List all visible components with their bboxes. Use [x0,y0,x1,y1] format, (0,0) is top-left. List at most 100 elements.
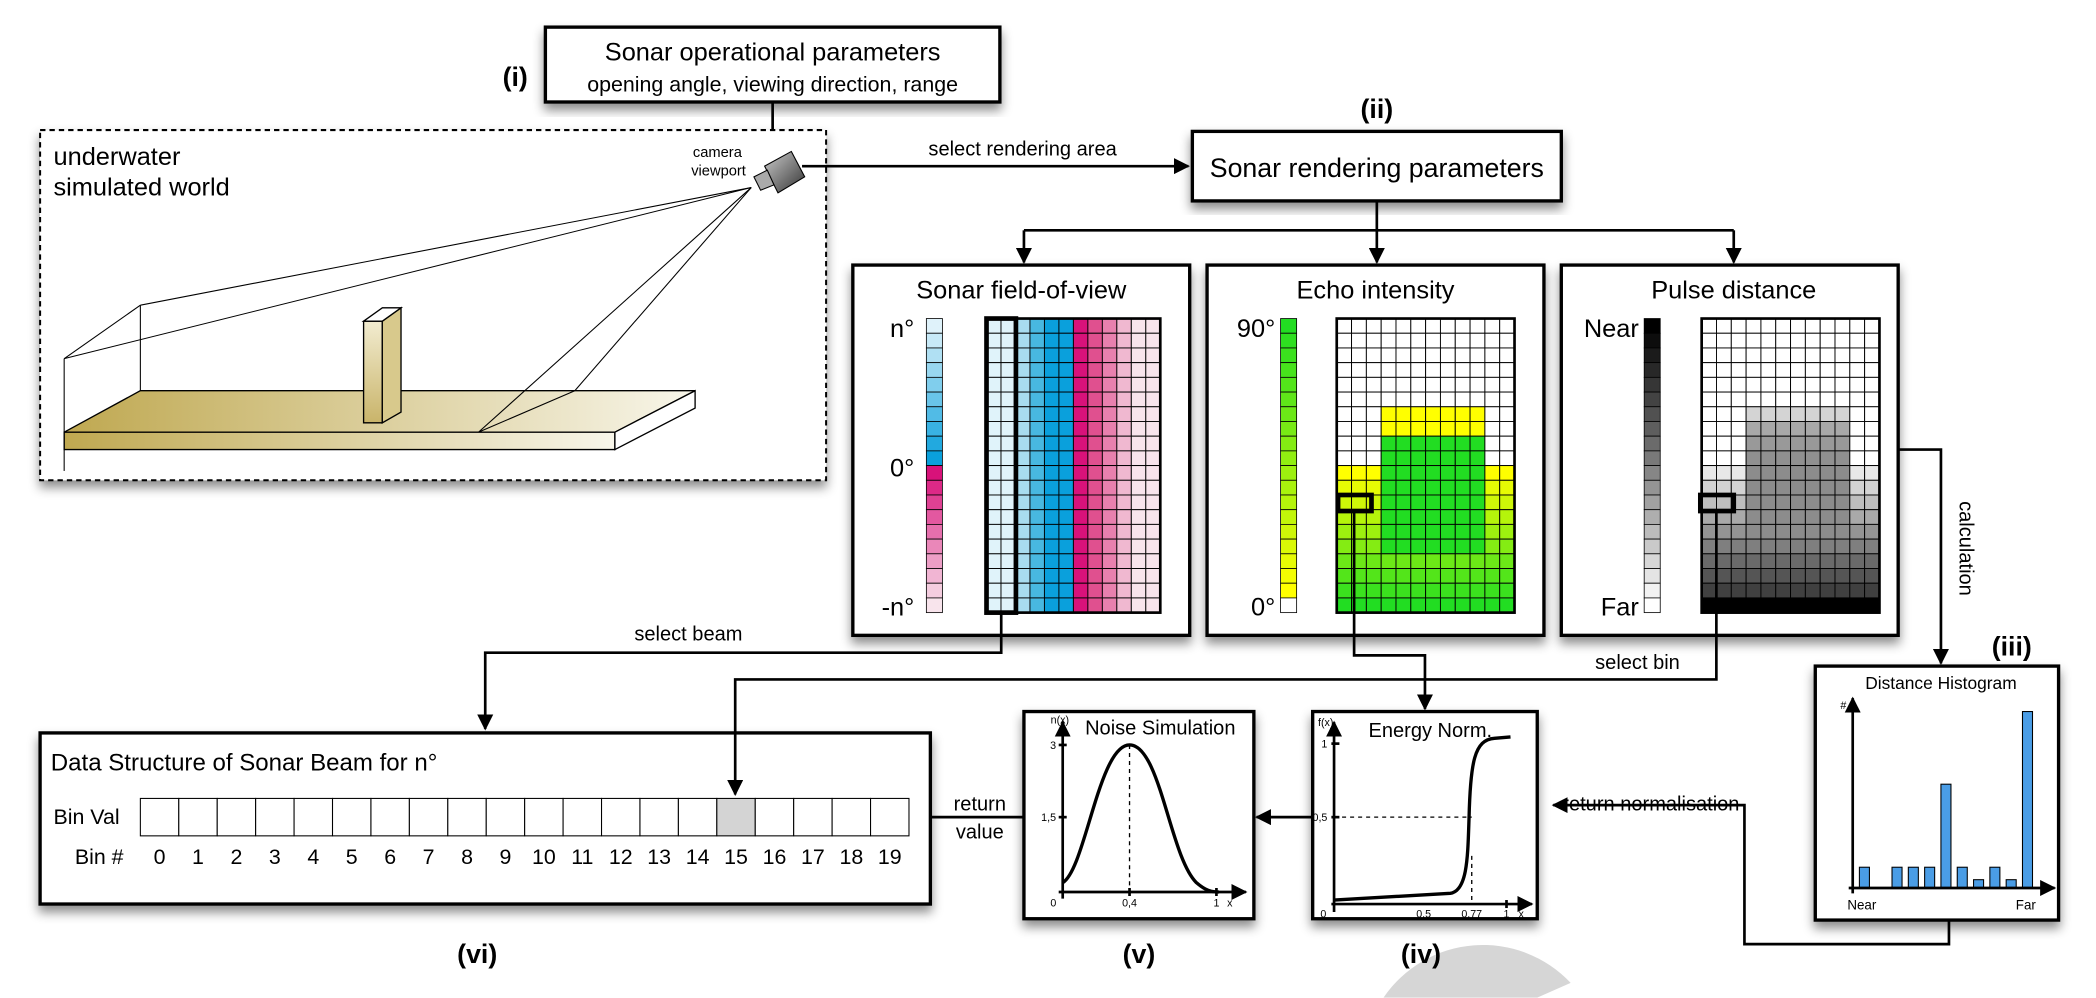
grid-cell [1864,421,1880,437]
rendering-title: Sonar rendering parameters [1210,153,1544,183]
bin-number: 12 [609,845,633,869]
grid-cell [1351,376,1367,393]
grid-cell [1072,376,1089,393]
histogram-bar [1907,866,1919,889]
grid-cell [1760,362,1777,378]
arrow-select-beam [477,612,1003,731]
grid-cell [1864,479,1880,496]
grid-cell [1864,597,1880,614]
grid-cell [1365,376,1382,393]
grid-cell [1716,523,1732,540]
grid-cell [1410,568,1427,584]
grid-cell [1365,450,1382,467]
grid-cell [1425,391,1441,408]
grid-cell [1145,332,1161,349]
bin-number: 19 [878,845,902,869]
noise-title: Noise Simulation [1085,717,1235,739]
grid-cell [1058,568,1074,584]
grid-cell [1043,553,1060,569]
grid-cell [1351,406,1367,422]
grid-cell [1116,479,1132,496]
grid-cell [1380,450,1397,467]
grid-cell [1499,538,1515,555]
noise-xtick-1: 1 [1213,898,1219,910]
grid-cell [1072,347,1089,364]
grid-cell [1130,421,1147,437]
grid-cell [1072,391,1089,408]
grid-cell [1058,523,1074,540]
grid-cell [1454,362,1471,378]
grid-cell [1029,553,1045,569]
grid-cell [1484,318,1501,334]
grid-cell [1804,376,1821,393]
step-label-iii: (iii) [1992,631,2032,661]
grid-cell [1469,391,1486,408]
colorbar-cell [1280,347,1298,364]
grid-cell [1701,597,1717,614]
grid-cell [1730,376,1747,393]
grid-cell [1849,362,1866,378]
colorbar-cell [1643,376,1661,393]
grid-cell [1058,376,1074,393]
grid-cell [1760,553,1777,569]
grid-cell [1380,597,1397,614]
grid-cell [1395,421,1412,437]
noise-gaussian-curve [1061,743,1220,894]
grid-cell [1469,421,1486,437]
grid-cell [1730,362,1747,378]
grid-cell [1101,465,1118,481]
grid-cell [1395,509,1412,525]
grid-cell [1849,568,1866,584]
colorbar-cell [925,450,943,466]
grid-cell [1058,597,1074,614]
grid-cell [1439,538,1456,555]
grid-cell [1087,362,1103,378]
grid-cell [1000,523,1016,540]
grid-cell [1775,421,1792,437]
grid-cell [1454,538,1471,555]
grid-cell [1425,347,1441,364]
colorbar-cell [925,538,943,555]
grid-cell [1484,391,1501,408]
grid-cell [1425,450,1441,467]
bin-number: 10 [532,845,556,869]
grid-cell [1834,494,1851,511]
colorbar-cell [1643,509,1661,525]
grid-cell [1395,494,1412,511]
grid-cell [1819,582,1836,599]
grid-cell [1101,597,1118,614]
grid-cell [1790,465,1806,481]
grid-cell [1804,523,1821,540]
grid-cell [1439,318,1456,334]
grid-cell [1145,347,1161,364]
grid-cell [1116,582,1132,599]
grid-cell [1116,494,1132,511]
grid-cell [1834,538,1851,555]
grid-cell [1043,523,1060,540]
grid-cell [1760,523,1777,540]
grid-cell [1849,582,1866,599]
grid-cell [1834,435,1851,452]
grid-cell [1072,406,1089,422]
bin-cell [216,797,257,837]
grid-cell [1029,376,1045,393]
label-return: return [954,793,1006,815]
grid-cell [1834,568,1851,584]
grid-cell [1730,450,1747,467]
grid-cell [1834,553,1851,569]
grid-cell [1145,509,1161,525]
grid-cell [1760,391,1777,408]
grid-cell [1439,435,1456,452]
bin-number: 4 [307,845,319,869]
grid-cell [1395,347,1412,364]
bin-cell [331,797,372,837]
grid-cell [1745,553,1762,569]
grid-cell [1029,421,1045,437]
step-label-i: (i) [503,62,528,92]
grid-cell [1849,450,1866,467]
grid-cell [1716,362,1732,378]
grid-cell [1454,509,1471,525]
grid-cell [1716,553,1732,569]
grid-cell [1484,450,1501,467]
